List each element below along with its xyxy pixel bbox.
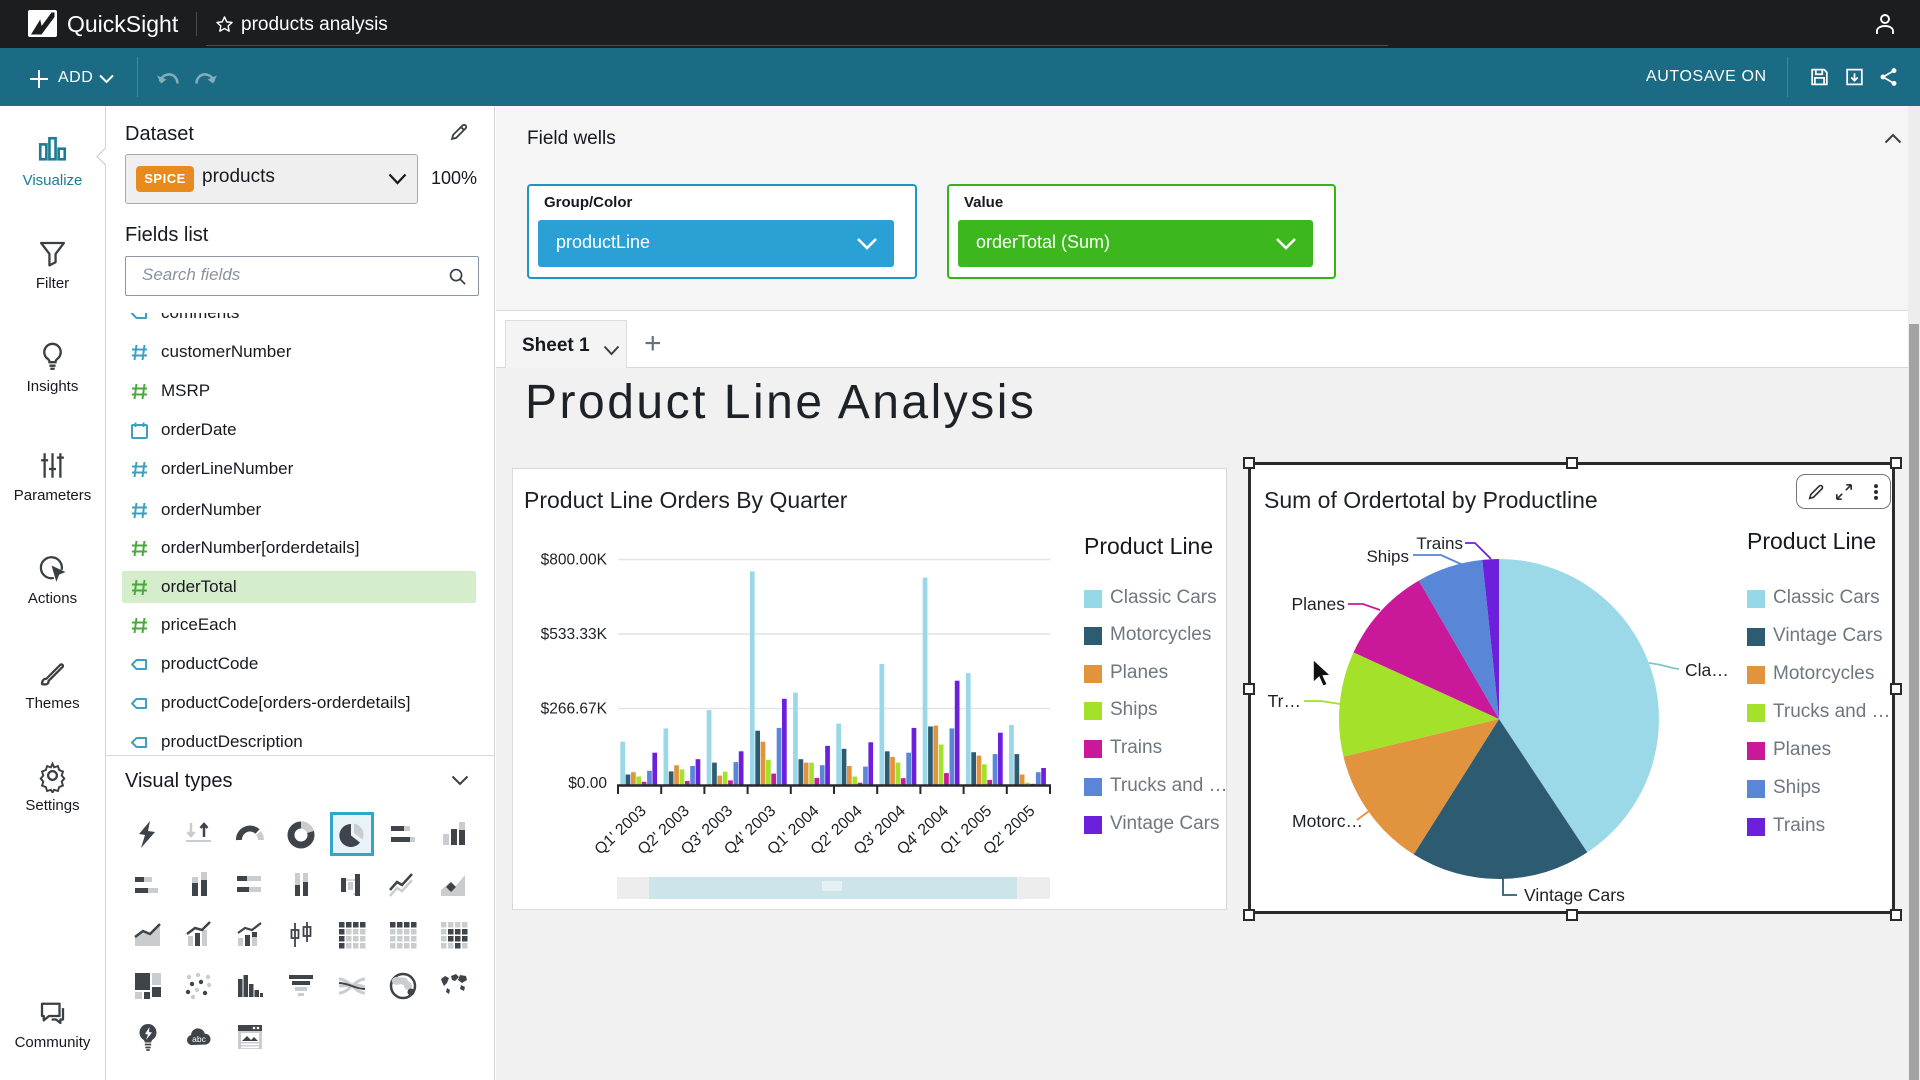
- svg-text:abc: abc: [192, 1034, 206, 1044]
- svg-text:Ships: Ships: [1366, 547, 1409, 566]
- svg-text:$0.00: $0.00: [568, 775, 607, 792]
- svg-text:$800.00K: $800.00K: [541, 552, 608, 569]
- svg-text:Motorc…: Motorc…: [1292, 811, 1363, 831]
- svg-text:Trains: Trains: [1416, 534, 1463, 553]
- svg-text:Vintage Cars: Vintage Cars: [1524, 885, 1625, 905]
- svg-text:Planes: Planes: [1291, 594, 1345, 614]
- svg-text:$266.67K: $266.67K: [541, 701, 608, 718]
- svg-text:Tr…: Tr…: [1268, 691, 1301, 711]
- svg-text:Cla…: Cla…: [1685, 660, 1729, 680]
- svg-text:$533.33K: $533.33K: [541, 626, 608, 643]
